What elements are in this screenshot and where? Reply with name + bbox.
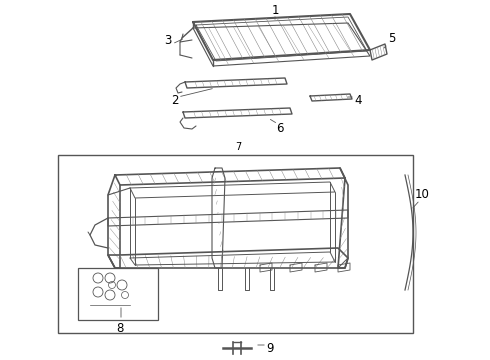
Text: 10: 10 — [415, 189, 429, 202]
Text: 6: 6 — [276, 122, 284, 135]
Bar — [78, 268, 158, 320]
Text: 4: 4 — [354, 94, 362, 107]
Text: 2: 2 — [171, 94, 179, 107]
Text: 7: 7 — [235, 142, 241, 152]
Text: 5: 5 — [388, 31, 396, 45]
Text: 9: 9 — [266, 342, 274, 355]
Text: 1: 1 — [271, 4, 279, 17]
Bar — [58, 155, 413, 333]
Text: 3: 3 — [164, 33, 171, 46]
Text: 8: 8 — [116, 321, 123, 334]
